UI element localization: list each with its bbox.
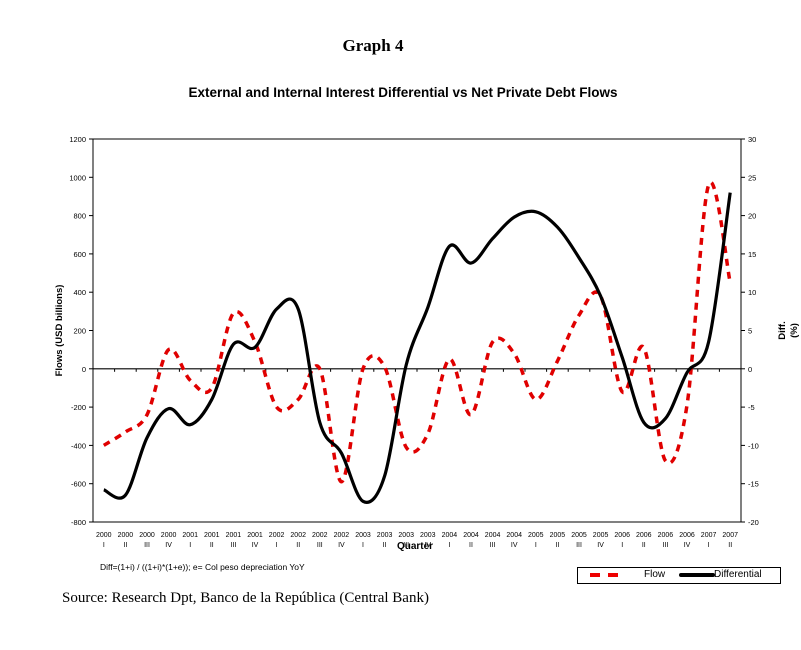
x-tick-label-year: 2006 (636, 532, 652, 539)
x-tick-label-year: 2002 (334, 532, 350, 539)
x-tick-label-quarter: II (123, 542, 127, 549)
x-tick-label-quarter: III (144, 542, 150, 549)
x-tick-label-year: 2000 (96, 532, 112, 539)
y-tick-label: -600 (71, 480, 86, 489)
x-tick-label-quarter: IV (684, 542, 691, 549)
x-tick-label-year: 2000 (139, 532, 155, 539)
y2-tick-label: 5 (748, 327, 752, 336)
x-tick-label-year: 2004 (442, 532, 458, 539)
legend-flow-label: Flow (644, 569, 666, 580)
y-tick-label: 1000 (69, 173, 86, 182)
y2-tick-label: -5 (748, 403, 755, 412)
y2-tick-label: -15 (748, 480, 759, 489)
legend-flow-swatch (590, 573, 626, 577)
x-tick-label-year: 2007 (701, 532, 717, 539)
x-tick-label-year: 2006 (658, 532, 674, 539)
x-tick-label-quarter: IV (511, 542, 518, 549)
x-tick-label-year: 2001 (182, 532, 198, 539)
y-tick-label: -200 (71, 403, 86, 412)
x-tick-label-year: 2003 (420, 532, 436, 539)
x-tick-label-year: 2000 (118, 532, 134, 539)
y-tick-label: 400 (73, 288, 86, 297)
x-tick-label-year: 2003 (398, 532, 414, 539)
x-tick-label-year: 2002 (312, 532, 328, 539)
x-tick-label-year: 2005 (593, 532, 609, 539)
y-tick-label: 1200 (69, 135, 86, 144)
x-tick-label-quarter: II (383, 542, 387, 549)
x-tick-label-quarter: I (103, 542, 105, 549)
x-tick-label-quarter: IV (424, 542, 431, 549)
y-tick-label: 800 (73, 212, 86, 221)
x-tick-label-quarter: III (317, 542, 323, 549)
x-tick-label-quarter: I (189, 542, 191, 549)
x-tick-label-quarter: IV (252, 542, 259, 549)
x-tick-label-quarter: II (210, 542, 214, 549)
y2-tick-label: 20 (748, 212, 756, 221)
x-tick-label-year: 2006 (679, 532, 695, 539)
y-tick-label: 200 (73, 327, 86, 336)
x-tick-label-quarter: II (469, 542, 473, 549)
x-tick-label-quarter: I (621, 542, 623, 549)
x-tick-label-year: 2005 (550, 532, 566, 539)
chart-title: External and Internal Interest Different… (188, 85, 618, 100)
x-tick-label-year: 2001 (226, 532, 242, 539)
x-tick-label-quarter: III (230, 542, 236, 549)
x-tick-label-year: 2000 (161, 532, 177, 539)
formula-note: Diff=(1+i) / ((1+i)*(1+e)); e= Col peso … (100, 562, 305, 572)
y-tick-label: -400 (71, 441, 86, 450)
x-tick-label-quarter: III (490, 542, 496, 549)
x-tick-label-quarter: II (642, 542, 646, 549)
y2-axis-title: Diff. (777, 321, 788, 339)
x-tick-label-year: 2007 (722, 532, 738, 539)
y2-tick-label: 0 (748, 365, 752, 374)
x-tick-label-year: 2005 (571, 532, 587, 539)
x-tick-label-year: 2006 (614, 532, 630, 539)
x-tick-label-quarter: I (362, 542, 364, 549)
x-tick-label-year: 2003 (355, 532, 371, 539)
x-tick-label-quarter: I (276, 542, 278, 549)
x-tick-label-quarter: III (662, 542, 668, 549)
series-line-flow (102, 180, 732, 484)
graph-number: Graph 4 (342, 36, 404, 55)
y2-tick-label: 15 (748, 250, 756, 259)
x-tick-label-quarter: III (576, 542, 582, 549)
y2-tick-label: -10 (748, 441, 759, 450)
x-tick-label-year: 2005 (528, 532, 544, 539)
legend: Flow Differential (577, 567, 781, 584)
x-tick-label-quarter: II (728, 542, 732, 549)
x-tick-label-quarter: IV (597, 542, 604, 549)
y-tick-label: 0 (82, 365, 86, 374)
x-tick-label-year: 2003 (377, 532, 393, 539)
x-tick-label-year: 2001 (247, 532, 263, 539)
x-tick-label-year: 2001 (204, 532, 220, 539)
x-tick-label-year: 2002 (269, 532, 285, 539)
y2-axis-title-unit: (%) (789, 323, 800, 338)
x-tick-label-quarter: I (448, 542, 450, 549)
series-line-differential (103, 192, 732, 504)
x-tick-label-quarter: IV (165, 542, 172, 549)
x-tick-label-year: 2002 (290, 532, 306, 539)
y-tick-label: -800 (71, 518, 86, 527)
x-tick-label-quarter: III (403, 542, 409, 549)
y2-tick-label: 30 (748, 135, 756, 144)
x-tick-label-year: 2004 (463, 532, 479, 539)
legend-differential-label: Differential (714, 569, 762, 580)
x-tick-label-quarter: I (535, 542, 537, 549)
x-tick-label-quarter: II (296, 542, 300, 549)
x-tick-label-year: 2004 (485, 532, 501, 539)
x-axis-title: Quarter (397, 541, 433, 552)
y2-tick-label: -20 (748, 518, 759, 527)
x-tick-label-quarter: IV (338, 542, 345, 549)
source-note: Source: Research Dpt, Banco de la Repúbl… (62, 590, 429, 606)
legend-differential-swatch (679, 573, 715, 577)
y-axis-title: Flows (USD billions) (54, 285, 65, 377)
x-tick-label-year: 2004 (506, 532, 522, 539)
x-tick-label-quarter: I (708, 542, 710, 549)
y2-tick-label: 10 (748, 288, 756, 297)
x-tick-label-quarter: II (555, 542, 559, 549)
y2-tick-label: 25 (748, 173, 756, 182)
y-tick-label: 600 (73, 250, 86, 259)
